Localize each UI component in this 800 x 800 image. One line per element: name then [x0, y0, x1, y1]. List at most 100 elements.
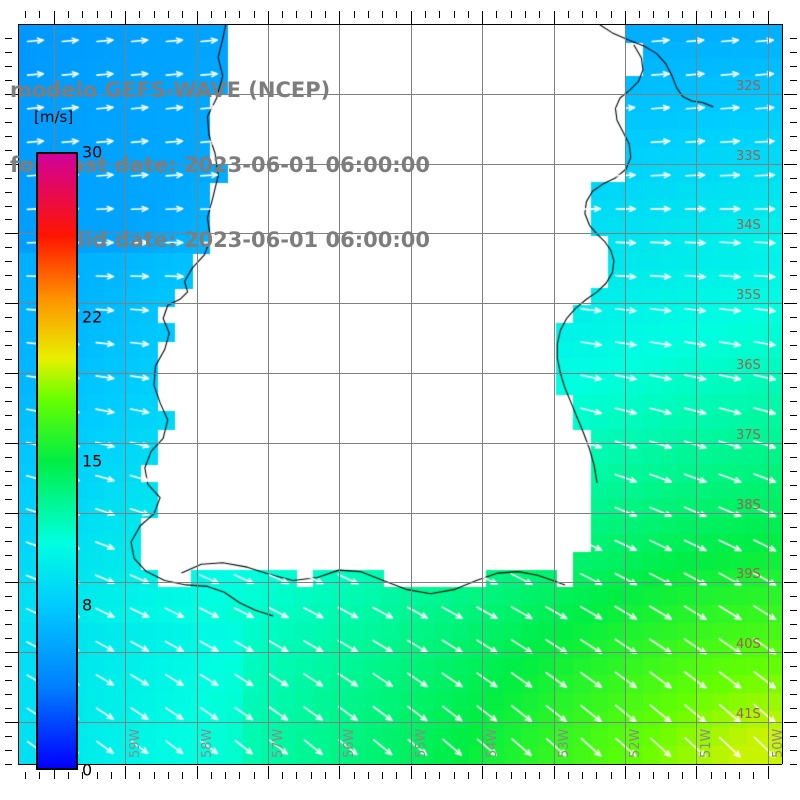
axis-tick: [5, 722, 18, 723]
longitude-label: 50W: [770, 728, 782, 758]
axis-tick: [396, 11, 397, 18]
axis-tick: [5, 736, 12, 737]
axis-tick: [790, 359, 797, 360]
graticule-line-lon: [268, 24, 269, 764]
axis-tick: [168, 772, 169, 779]
axis-tick: [596, 772, 597, 779]
graticule-line-lat: [18, 303, 782, 304]
axis-tick: [296, 11, 297, 18]
axis-tick: [5, 345, 12, 346]
axis-tick: [668, 772, 669, 779]
axis-tick: [5, 387, 12, 388]
axis-tick: [611, 772, 612, 779]
axis-tick: [790, 471, 797, 472]
axis-tick: [254, 11, 255, 18]
axis-tick: [5, 136, 12, 137]
axis-tick: [696, 11, 697, 24]
axis-tick: [368, 11, 369, 18]
axis-ticks-top: [18, 11, 782, 25]
axis-tick: [790, 624, 797, 625]
axis-tick: [382, 11, 383, 18]
axis-tick: [5, 527, 12, 528]
longitude-label: 56W: [342, 728, 358, 758]
axis-tick: [125, 11, 126, 24]
axis-tick: [611, 11, 612, 18]
latitude-label: 32S: [736, 78, 761, 94]
latitude-label: 38S: [736, 497, 761, 513]
axis-tick: [554, 11, 555, 24]
axis-tick: [790, 694, 797, 695]
latitude-label: 41S: [736, 707, 761, 723]
axis-tick: [182, 11, 183, 18]
graticule-line-lat: [18, 513, 782, 514]
colorbar-units-label: [m/s]: [34, 108, 74, 126]
axis-tick: [682, 772, 683, 779]
axis-tick: [653, 11, 654, 18]
axis-tick: [5, 694, 12, 695]
axis-tick: [5, 317, 12, 318]
axis-tick: [790, 108, 797, 109]
axis-tick: [711, 11, 712, 18]
axis-tick: [768, 766, 769, 779]
axis-tick: [739, 772, 740, 779]
axis-tick: [5, 206, 12, 207]
axis-tick: [5, 680, 12, 681]
axis-tick: [554, 766, 555, 779]
axis-tick: [5, 513, 18, 514]
graticule-line-lon: [768, 24, 769, 764]
axis-tick: [790, 331, 797, 332]
axis-tick: [790, 736, 797, 737]
axis-tick: [5, 457, 12, 458]
axis-tick: [790, 206, 797, 207]
axis-tick: [790, 387, 797, 388]
axis-tick: [5, 401, 12, 402]
axis-tick: [396, 772, 397, 779]
axis-tick: [5, 38, 12, 39]
axis-tick: [568, 11, 569, 18]
axis-tick: [5, 373, 18, 374]
axis-tick: [5, 541, 12, 542]
axis-tick: [5, 638, 12, 639]
axis-tick: [790, 261, 797, 262]
axis-tick: [784, 373, 797, 374]
axis-tick: [753, 772, 754, 779]
axis-tick: [5, 164, 18, 165]
colorbar-tick-label: 8: [82, 595, 93, 615]
axis-tick: [468, 11, 469, 18]
axis-tick: [5, 443, 18, 444]
longitude-label: 53W: [556, 728, 572, 758]
axis-tick: [784, 164, 797, 165]
longitude-label: 57W: [270, 728, 286, 758]
axis-tick: [382, 772, 383, 779]
axis-tick: [239, 772, 240, 779]
axis-tick: [411, 766, 412, 779]
axis-tick: [790, 401, 797, 402]
axis-right: [782, 24, 783, 764]
graticule-line-lat: [18, 373, 782, 374]
axis-tick: [168, 11, 169, 18]
axis-tick: [790, 485, 797, 486]
axis-tick: [5, 66, 12, 67]
graticule-line-lon: [125, 24, 126, 764]
axis-tick: [790, 596, 797, 597]
axis-ticks-left: [5, 24, 19, 765]
axis-tick: [468, 772, 469, 779]
axis-tick: [454, 11, 455, 18]
latitude-label: 34S: [736, 218, 761, 234]
axis-tick: [368, 772, 369, 779]
axis-tick: [354, 772, 355, 779]
graticule-line-lat: [18, 164, 782, 165]
axis-tick: [5, 261, 12, 262]
longitude-label: 54W: [485, 728, 501, 758]
axis-tick: [197, 11, 198, 24]
axis-tick: [425, 11, 426, 18]
axis-tick: [525, 11, 526, 18]
axis-tick: [696, 766, 697, 779]
colorbar-tick-labels: 30 22 15 8 0: [82, 143, 142, 780]
axis-tick: [784, 582, 797, 583]
graticule-line-lon: [482, 24, 483, 764]
axis-tick: [739, 11, 740, 18]
axis-tick: [582, 11, 583, 18]
latitude-label: 37S: [736, 427, 761, 443]
axis-tick: [5, 80, 12, 81]
